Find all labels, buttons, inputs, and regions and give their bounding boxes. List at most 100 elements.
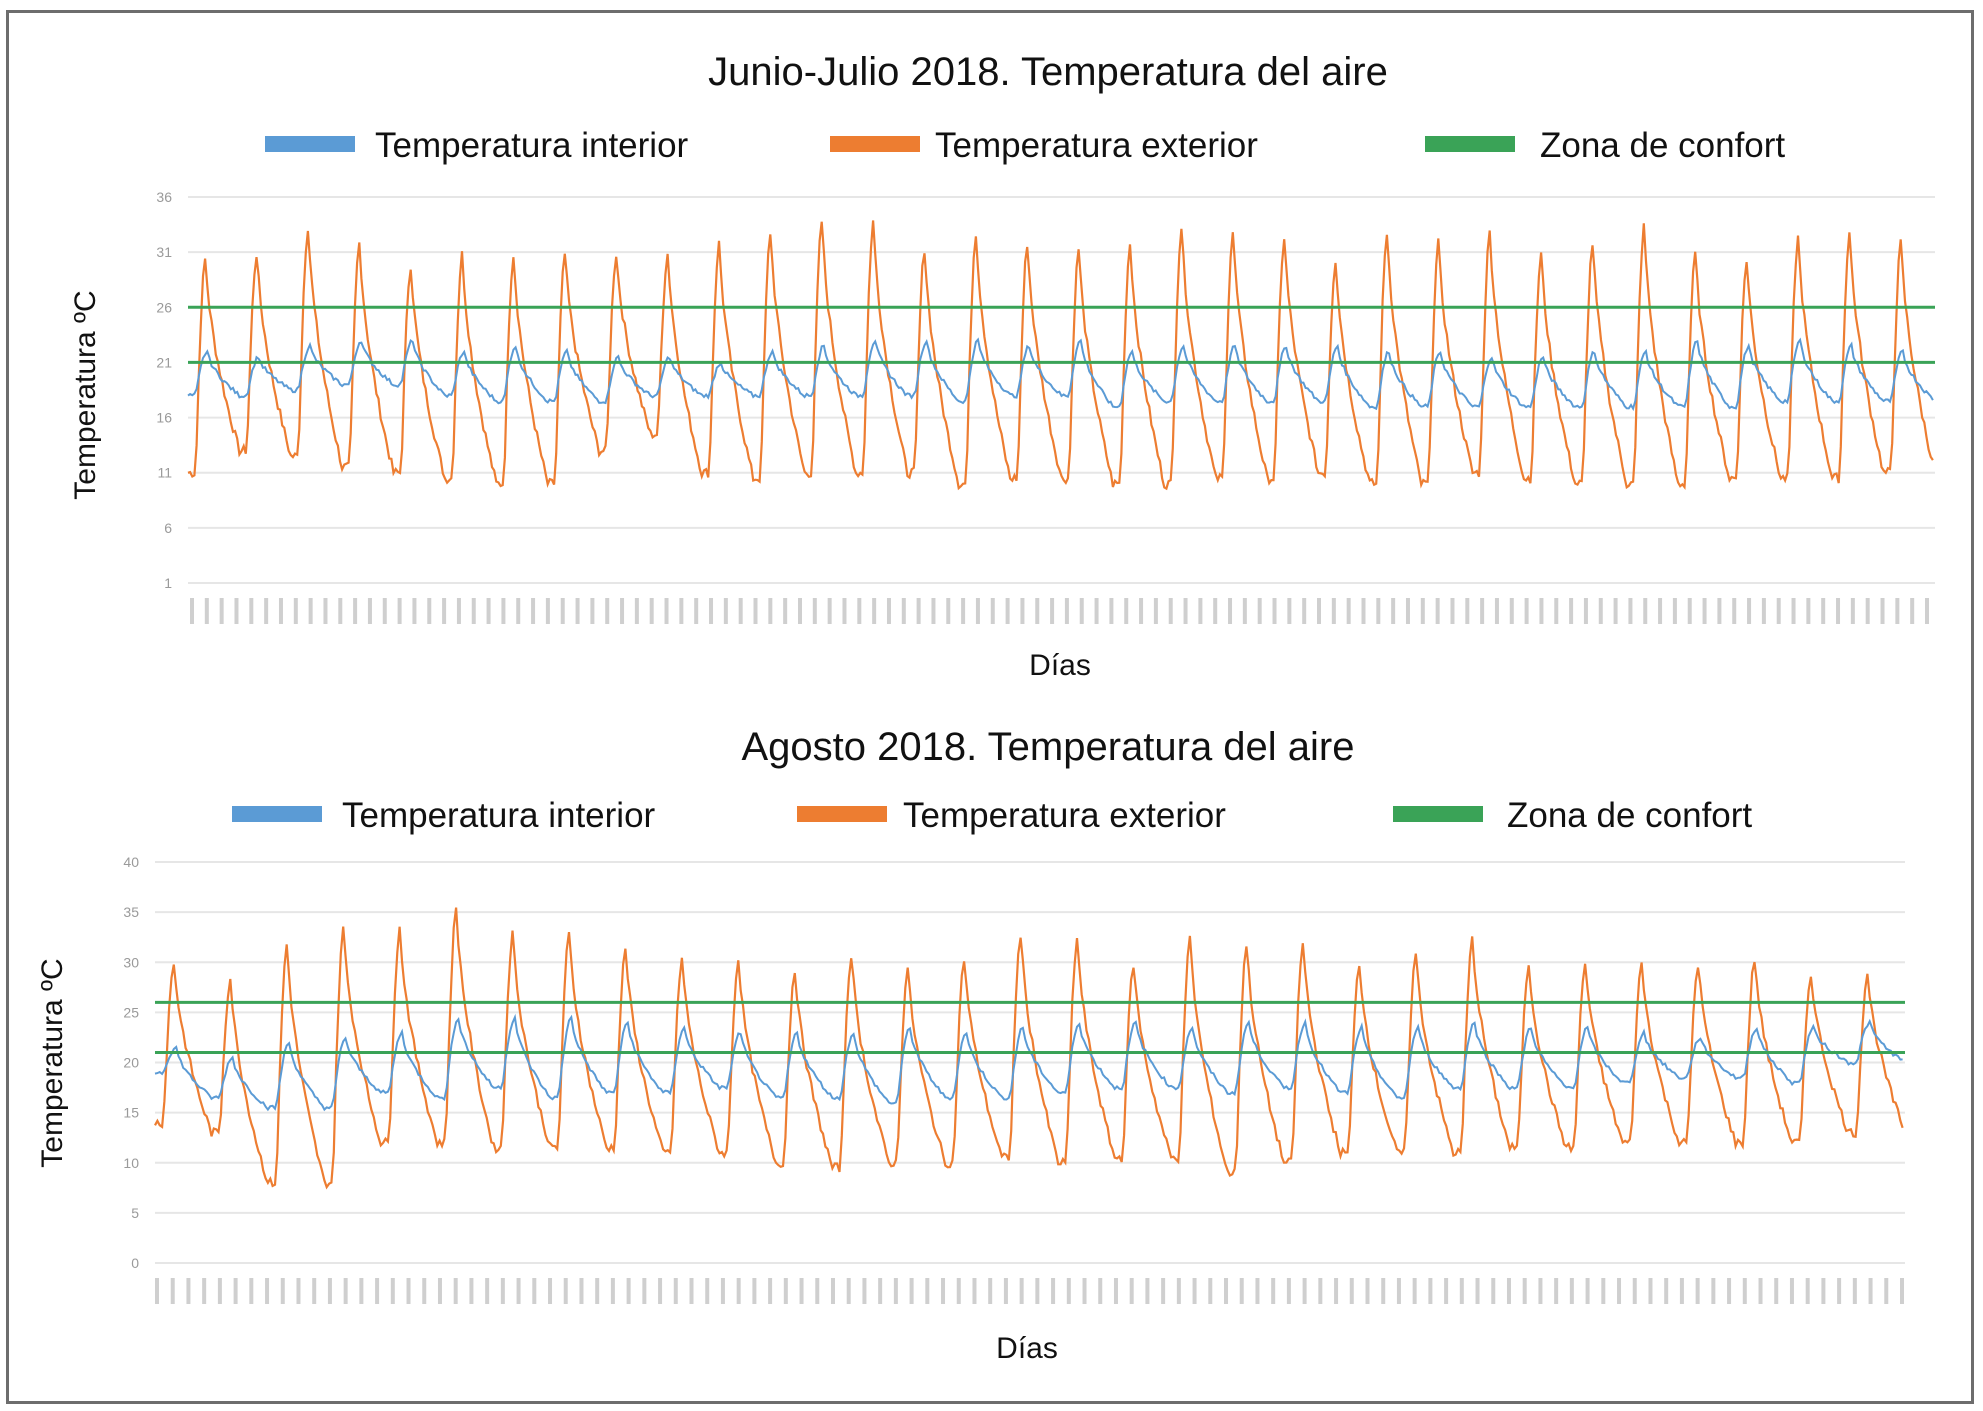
x-tick-mark: [323, 598, 328, 624]
x-tick-mark: [327, 1278, 332, 1304]
x-tick-mark: [1272, 598, 1277, 624]
x-tick-mark: [1124, 598, 1129, 624]
x-tick-mark: [382, 598, 387, 624]
x-tick-mark: [1139, 598, 1144, 624]
x-tick-mark: [312, 1278, 317, 1304]
x-tick-mark: [1850, 598, 1855, 624]
x-tick-mark: [842, 598, 847, 624]
x-tick-mark: [338, 598, 343, 624]
x-tick-mark: [830, 1278, 835, 1304]
x-tick-mark: [249, 598, 254, 624]
y-tick-label: 10: [123, 1155, 139, 1171]
x-tick-mark: [886, 598, 891, 624]
y-tick-label: 31: [156, 244, 172, 260]
x-tick-mark: [736, 1278, 741, 1304]
x-tick-mark: [1213, 598, 1218, 624]
x-tick-mark: [1317, 598, 1322, 624]
legend-label: Temperatura exterior: [935, 126, 1258, 165]
x-tick-mark: [456, 598, 461, 624]
x-tick-mark: [901, 598, 906, 624]
x-tick-mark: [1035, 1278, 1040, 1304]
x-tick-mark: [1865, 598, 1870, 624]
x-tick-mark: [1732, 598, 1737, 624]
x-tick-mark: [723, 598, 728, 624]
x-tick-mark: [705, 1278, 710, 1304]
y-tick-label: 25: [123, 1004, 139, 1020]
x-tick-mark: [531, 598, 536, 624]
x-tick-mark: [1601, 1278, 1606, 1304]
x-tick-mark: [359, 1278, 364, 1304]
x-tick-mark: [390, 1278, 395, 1304]
series-line-interior: [154, 1013, 1903, 1112]
legend-item: Temperatura exterior: [830, 126, 1258, 165]
x-tick-mark: [1687, 598, 1692, 624]
x-tick-mark: [1613, 598, 1618, 624]
x-tick-mark: [516, 1278, 521, 1304]
x-tick-mark: [878, 1278, 883, 1304]
legend-swatch: [830, 136, 920, 152]
x-tick-mark: [1506, 1278, 1511, 1304]
x-tick-mark: [1405, 598, 1410, 624]
x-tick-mark: [343, 1278, 348, 1304]
x-tick-mark: [1302, 1278, 1307, 1304]
x-tick-mark: [1129, 1278, 1134, 1304]
x-tick-mark: [1168, 598, 1173, 624]
x-tick-mark: [634, 598, 639, 624]
y-tick-label: 40: [123, 854, 139, 870]
x-tick-mark: [1228, 598, 1233, 624]
x-tick-mark: [1569, 598, 1574, 624]
x-tick-mark: [1082, 1278, 1087, 1304]
x-tick-mark: [1695, 1278, 1700, 1304]
x-tick-mark: [280, 1278, 285, 1304]
x-tick-mark: [397, 598, 402, 624]
x-tick-mark: [1003, 1278, 1008, 1304]
x-tick-mark: [264, 598, 269, 624]
x-tick-mark: [709, 598, 714, 624]
x-tick-mark: [501, 598, 506, 624]
x-tick-mark: [1628, 598, 1633, 624]
x-tick-mark: [1428, 1278, 1433, 1304]
x-tick-mark: [353, 598, 358, 624]
x-tick-mark: [1717, 598, 1722, 624]
x-tick-mark: [485, 1278, 490, 1304]
x-tick-mark: [1491, 1278, 1496, 1304]
x-tick-mark: [367, 598, 372, 624]
x-tick-mark: [972, 1278, 977, 1304]
series-line-interior: [187, 337, 1934, 412]
x-tick-mark: [857, 598, 862, 624]
x-tick-mark: [1494, 598, 1499, 624]
legend-item: Zona de confort: [1393, 796, 1752, 835]
chart-title: Agosto 2018. Temperatura del aire: [742, 725, 1355, 769]
x-tick-mark: [1094, 598, 1099, 624]
x-tick-mark: [1538, 1278, 1543, 1304]
x-tick-mark: [1774, 1278, 1779, 1304]
y-tick-label: 0: [131, 1255, 139, 1271]
x-tick-mark: [941, 1278, 946, 1304]
x-tick-mark: [1255, 1278, 1260, 1304]
x-tick-mark: [1776, 598, 1781, 624]
x-tick-mark: [1702, 598, 1707, 624]
chart-2: Agosto 2018. Temperatura del aire Tempera…: [36, 725, 1905, 1365]
x-tick-mark: [1198, 598, 1203, 624]
y-tick-label: 35: [123, 904, 139, 920]
x-tick-mark: [1598, 598, 1603, 624]
x-tick-mark: [1113, 1278, 1118, 1304]
y-tick-label: 11: [157, 465, 172, 481]
x-tick-mark: [1050, 598, 1055, 624]
x-tick-mark: [1480, 598, 1485, 624]
x-tick-mark: [234, 598, 239, 624]
x-tick-mark: [1758, 1278, 1763, 1304]
x-tick-mark: [605, 598, 610, 624]
y-axis-label: Temperatura ºC: [69, 290, 102, 499]
x-tick-mark: [219, 598, 224, 624]
x-tick-mark: [1334, 1278, 1339, 1304]
x-tick-mark: [872, 598, 877, 624]
x-tick-mark: [1020, 598, 1025, 624]
x-tick-mark: [1109, 598, 1114, 624]
x-tick-mark: [1287, 598, 1292, 624]
x-tick-mark: [799, 1278, 804, 1304]
x-tick-mark: [548, 1278, 553, 1304]
y-tick-label: 16: [156, 410, 172, 426]
x-tick-mark: [560, 598, 565, 624]
x-tick-mark: [620, 598, 625, 624]
